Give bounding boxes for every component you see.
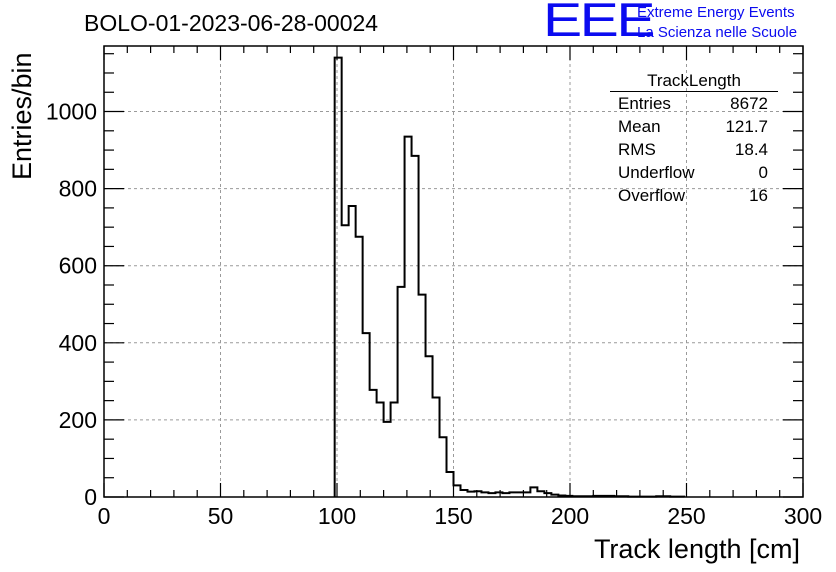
stats-label: RMS	[618, 140, 656, 159]
x-tick-label: 150	[434, 503, 472, 529]
stats-value: 16	[749, 186, 768, 205]
stats-title: TrackLength	[610, 70, 778, 92]
histogram-bin	[460, 490, 467, 497]
histogram-bin	[391, 403, 398, 497]
stats-value: 121.7	[725, 117, 768, 136]
histogram-bin	[426, 356, 433, 497]
stats-label: Mean	[618, 117, 661, 136]
x-tick-label: 250	[667, 503, 705, 529]
histogram-bin	[370, 390, 377, 497]
tick-labels: 0 50 100 150 200 250 300 0 200 400 600 800 1000	[46, 99, 822, 529]
histogram-bin	[412, 156, 419, 497]
stats-box: TrackLength Entries 8672 Mean 121.7 RMS …	[610, 70, 778, 207]
x-tick-label: 300	[784, 503, 822, 529]
histogram-bin	[405, 137, 412, 497]
y-tick-label: 200	[59, 407, 97, 433]
stats-label: Underflow	[618, 163, 695, 182]
stats-row-rms: RMS 18.4	[610, 138, 778, 161]
x-tick-label: 50	[208, 503, 234, 529]
x-tick-label: 100	[318, 503, 356, 529]
grid-lines	[104, 46, 803, 497]
histogram-bin	[335, 58, 342, 497]
stats-row-overflow: Overflow 16	[610, 184, 778, 207]
histogram-bin	[384, 422, 391, 497]
histogram-bin	[356, 237, 363, 497]
eee-logo: EEE	[543, 0, 656, 46]
y-tick-label: 0	[84, 484, 97, 510]
stats-label: Overflow	[618, 186, 686, 205]
x-axis-label: Track length [cm]	[594, 534, 800, 564]
histogram-bin	[454, 485, 461, 497]
histogram-bin	[447, 472, 454, 497]
histogram-bin	[342, 225, 349, 497]
logo-subtitle-1: Extreme Energy Events	[637, 4, 795, 21]
stats-value: 8672	[730, 94, 768, 113]
y-tick-label: 400	[59, 330, 97, 356]
histogram-bin	[440, 437, 447, 497]
y-tick-label: 800	[59, 176, 97, 202]
plot-title: BOLO-01-2023-06-28-00024	[84, 10, 379, 36]
histogram-bin	[530, 487, 537, 497]
stats-row-underflow: Underflow 0	[610, 161, 778, 184]
stats-row-mean: Mean 121.7	[610, 115, 778, 138]
y-axis-label: Entries/bin	[7, 52, 37, 180]
histogram-bin	[537, 491, 544, 497]
y-tick-label: 600	[59, 253, 97, 279]
histogram-bin	[419, 295, 426, 497]
x-tick-label: 0	[98, 503, 111, 529]
histogram-bin	[467, 492, 474, 497]
histogram-bin	[377, 403, 384, 497]
stats-value: 0	[758, 163, 768, 182]
tick-marks	[103, 46, 804, 498]
stats-label: Entries	[618, 94, 671, 113]
logo-subtitle-2: La Scienza nelle Scuole	[637, 24, 798, 41]
stats-row-entries: Entries 8672	[610, 92, 778, 115]
stats-value: 18.4	[734, 140, 768, 159]
histogram-outline	[333, 56, 686, 498]
histogram-bin	[363, 333, 370, 497]
histogram-bin	[474, 491, 481, 497]
histogram-bin	[349, 206, 356, 497]
x-tick-label: 200	[551, 503, 589, 529]
y-tick-label: 1000	[46, 99, 97, 125]
histogram-bars	[333, 56, 686, 498]
histogram-bin	[398, 287, 405, 497]
histogram-bin	[433, 398, 440, 497]
